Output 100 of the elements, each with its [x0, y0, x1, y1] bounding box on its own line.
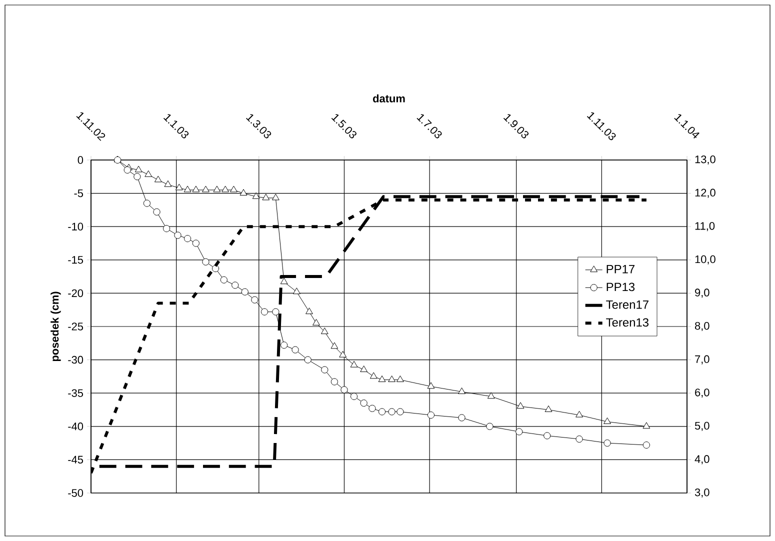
point [154, 176, 162, 182]
x-axis-title: datum [373, 94, 405, 102]
point [153, 208, 160, 216]
point [642, 442, 650, 449]
point [427, 382, 435, 389]
y-tick-label: -45 [68, 456, 84, 464]
point [251, 296, 258, 304]
legend-label: Teren17 [606, 300, 648, 309]
point [174, 232, 182, 239]
y2-tick-label: 8,0 [694, 322, 710, 332]
y2-tick-label: 6,0 [695, 388, 710, 398]
point [576, 436, 583, 443]
point [576, 410, 583, 418]
point [272, 308, 280, 316]
point [202, 258, 210, 266]
point [339, 350, 347, 358]
point [604, 440, 611, 447]
y2-tick-label: 13,0 [695, 155, 716, 165]
y-tick-label: -5 [74, 189, 84, 198]
point [396, 408, 404, 416]
y-tick-label: 0 [78, 156, 84, 164]
y2-tick-label: 3,0 [694, 488, 710, 498]
point [388, 408, 396, 416]
y-tick-label: -40 [68, 422, 84, 430]
point [232, 282, 239, 289]
point [252, 192, 260, 199]
point [262, 194, 270, 200]
point [292, 346, 299, 354]
y-tick-label: -10 [68, 222, 84, 230]
point [241, 288, 248, 296]
point [516, 428, 523, 436]
point [134, 166, 142, 172]
point [642, 422, 650, 429]
point [544, 406, 552, 412]
point [487, 392, 495, 399]
legend-label: PP13 [606, 282, 635, 292]
point [124, 166, 131, 174]
point [192, 240, 200, 247]
y2-tick-label: 11,0 [695, 222, 715, 232]
point [212, 265, 220, 272]
point [604, 418, 611, 424]
point [175, 184, 183, 190]
y-axis-title: posedek (cm) [50, 292, 61, 362]
point [272, 194, 280, 200]
point [396, 376, 404, 382]
point [213, 186, 221, 192]
point [320, 328, 328, 334]
point [134, 173, 141, 180]
point [360, 366, 368, 372]
point [360, 400, 368, 407]
point [368, 404, 376, 412]
point [202, 186, 210, 192]
point [222, 186, 230, 192]
legend-label: PP17 [606, 265, 634, 274]
point [280, 278, 288, 284]
point [388, 376, 396, 382]
y-tick-label: -25 [68, 322, 84, 330]
y-tick-label: -15 [68, 256, 84, 264]
point [240, 189, 248, 196]
point [292, 288, 300, 294]
point [427, 412, 435, 419]
point [350, 392, 358, 400]
point [143, 200, 151, 207]
point [192, 186, 200, 192]
y-tick-label: -35 [68, 389, 84, 397]
point [230, 186, 238, 192]
legend-label: Teren13 [606, 318, 649, 327]
point [144, 170, 152, 177]
point [164, 180, 172, 187]
point [378, 376, 386, 382]
point [350, 360, 358, 368]
point [516, 402, 524, 409]
point [340, 386, 348, 394]
point [306, 308, 313, 314]
point [458, 388, 466, 394]
point [330, 378, 338, 386]
y2-tick-label: 4,0 [694, 455, 710, 464]
point [544, 432, 551, 440]
y-tick-label: -30 [68, 356, 84, 364]
y-tick-label: -20 [68, 289, 84, 298]
y2-tick-label: 7,0 [695, 355, 710, 364]
point [184, 186, 192, 192]
point [330, 342, 338, 349]
y-tick-label: -50 [68, 489, 84, 497]
point [163, 225, 170, 232]
point [304, 356, 312, 364]
point [321, 366, 328, 374]
point [260, 308, 268, 316]
y2-tick-label: 12,0 [695, 188, 716, 198]
point [378, 408, 386, 416]
point [184, 235, 192, 242]
point [486, 422, 494, 430]
y2-tick-label: 5,0 [694, 422, 710, 431]
point [220, 276, 228, 284]
point [458, 414, 466, 422]
point [370, 372, 378, 379]
y2-tick-label: 9,0 [695, 288, 710, 298]
y2-tick-label: 10,0 [695, 255, 716, 264]
point [280, 342, 288, 349]
point [312, 318, 320, 326]
